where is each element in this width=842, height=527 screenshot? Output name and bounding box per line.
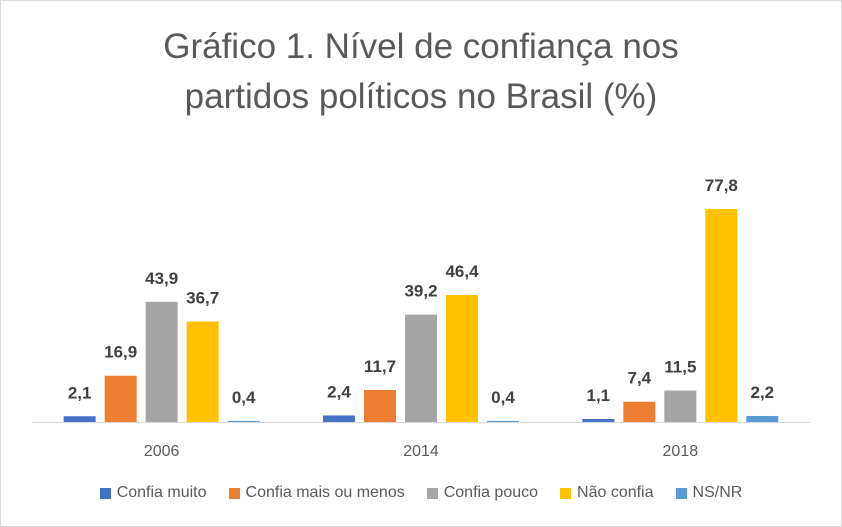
data-label-2014-series-1: 11,7 [364,357,396,376]
legend-item-0: Confia muito [99,484,207,502]
bar-2006-series-2 [145,301,178,422]
data-label-2006-series-0: 2,1 [68,383,92,402]
data-label-2006-series-2: 43,9 [145,269,178,288]
legend-label-0: Confia muito [116,484,207,501]
bar-2014-series-4 [487,420,519,422]
bar-2014-series-1 [364,389,396,422]
data-label-2018-series-2: 11,5 [664,358,696,377]
data-label-2014-series-3: 46,4 [445,262,479,281]
data-label-2018-series-4: 2,2 [751,383,775,402]
bar-2018-series-0 [582,418,615,422]
legend-label-1: Confia mais ou menos [245,484,405,501]
legend-swatch-2 [426,487,438,499]
data-label-2014-series-0: 2,4 [327,382,351,401]
data-label-2018-series-3: 77,8 [705,176,738,195]
data-label-2018-series-1: 7,4 [628,369,652,388]
data-label-2014-series-4: 0,4 [491,388,515,407]
data-label-2014-series-2: 39,2 [404,282,437,301]
data-label-2006-series-3: 36,7 [186,289,219,308]
chart-title-line-2: partidos políticos no Brasil (%) [184,77,658,116]
legend-label-4: NS/NR [692,484,743,501]
legend-item-2: Confia pouco [426,484,539,502]
bar-2006-series-3 [186,321,219,422]
legend-swatch-0 [99,487,111,499]
bar-2006-series-1 [104,375,137,422]
chart-title: Gráfico 1. Nível de confiança nos partid… [0,22,842,122]
bar-2018-series-4 [746,415,779,422]
bar-2018-series-1 [623,401,656,422]
data-label-2018-series-0: 1,1 [587,386,611,405]
legend-item-4: NS/NR [675,484,743,502]
x-tick-label-2014: 2014 [403,443,439,460]
bar-2006-series-4 [227,420,260,422]
x-tick-label-2018: 2018 [663,443,699,460]
bar-2006-series-0 [63,416,96,422]
bar-2018-series-3 [705,209,738,422]
legend-swatch-3 [560,487,572,499]
bar-2014-series-3 [446,294,478,422]
legend-swatch-1 [228,487,240,499]
bar-2014-series-2 [405,314,437,422]
chart-title-line-1: Gráfico 1. Nível de confiança nos [163,27,679,66]
legend-item-1: Confia mais ou menos [228,484,405,502]
legend-swatch-4 [675,487,687,499]
data-label-2006-series-1: 16,9 [104,343,137,362]
legend-label-2: Confia pouco [443,484,539,501]
bar-2018-series-2 [664,390,697,422]
data-label-2006-series-4: 0,4 [232,388,256,407]
chart-legend: Confia muito Confia mais ou menos Confia p… [0,484,842,502]
legend-label-3: Não confia [577,484,654,501]
bar-2014-series-0 [323,415,355,422]
legend-item-3: Não confia [560,484,654,502]
x-tick-label-2006: 2006 [144,443,180,460]
